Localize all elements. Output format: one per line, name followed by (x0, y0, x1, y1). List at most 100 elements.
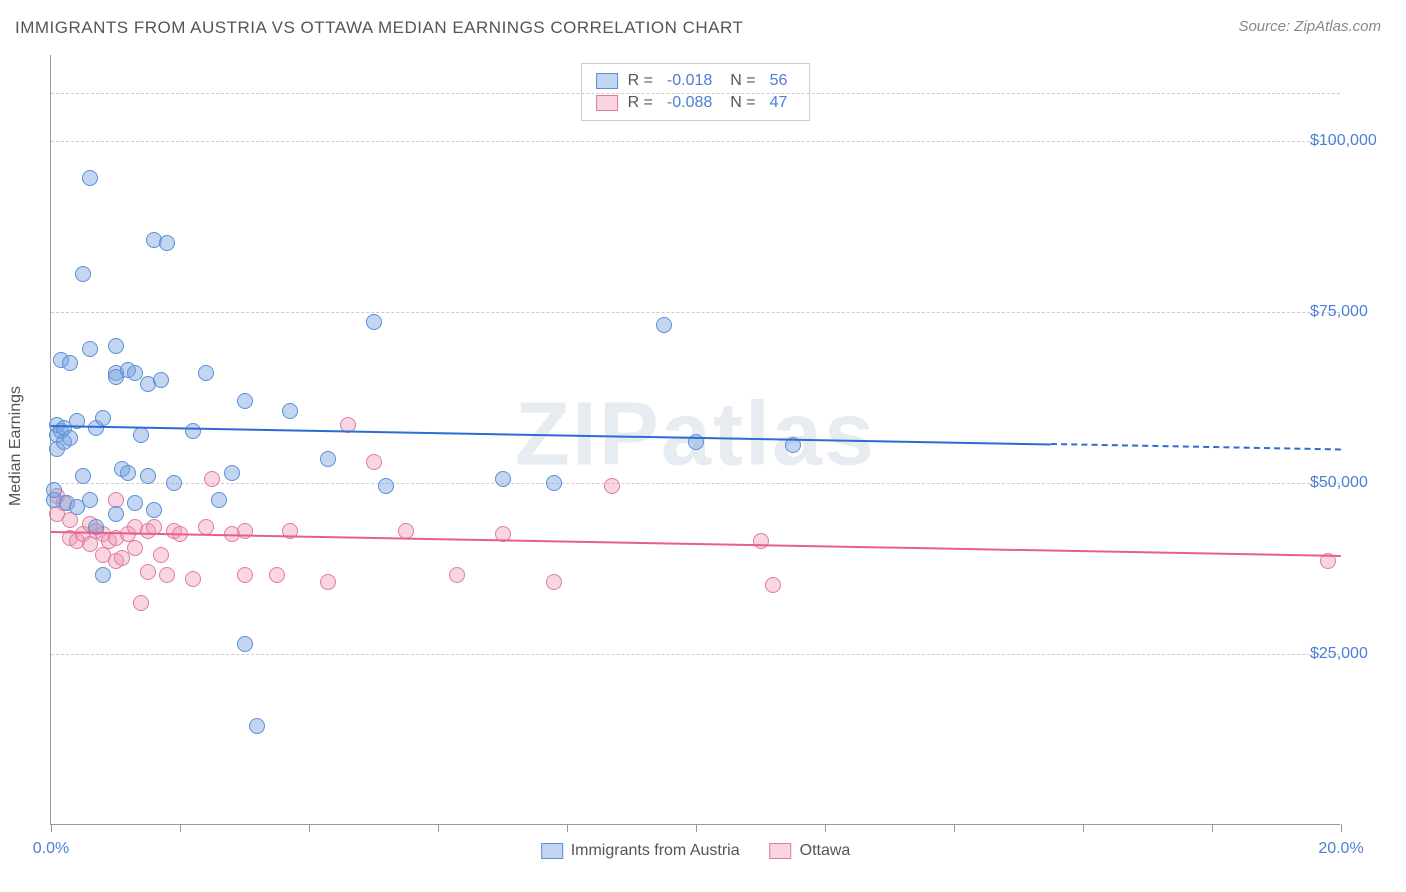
scatter-point (159, 567, 175, 583)
scatter-point (320, 451, 336, 467)
legend-r-value: -0.018 (667, 72, 712, 90)
y-tick-label: $75,000 (1310, 303, 1400, 321)
scatter-point (82, 492, 98, 508)
scatter-point (108, 338, 124, 354)
legend-swatch (596, 73, 618, 89)
legend-swatch (596, 95, 618, 111)
y-tick-label: $50,000 (1310, 474, 1400, 492)
legend-r-value: -0.088 (667, 94, 712, 112)
legend-r-label: R = (628, 94, 653, 112)
scatter-point (237, 393, 253, 409)
legend-label: Immigrants from Austria (571, 842, 740, 860)
scatter-point (656, 317, 672, 333)
scatter-point (224, 465, 240, 481)
scatter-point (127, 540, 143, 556)
scatter-point (95, 410, 111, 426)
x-tick (1341, 824, 1342, 832)
y-tick-label: $100,000 (1310, 132, 1400, 150)
scatter-point (366, 314, 382, 330)
scatter-point (127, 495, 143, 511)
legend-label: Ottawa (800, 842, 851, 860)
scatter-point (320, 574, 336, 590)
scatter-point (108, 506, 124, 522)
scatter-point (95, 567, 111, 583)
x-tick-label: 20.0% (1318, 840, 1363, 858)
scatter-point (269, 567, 285, 583)
scatter-point (449, 567, 465, 583)
scatter-point (46, 482, 62, 498)
scatter-point (75, 266, 91, 282)
gridline (51, 483, 1340, 484)
scatter-point (133, 595, 149, 611)
legend-n-value: 56 (770, 72, 788, 90)
scatter-point (153, 372, 169, 388)
legend-swatch (541, 843, 563, 859)
gridline (51, 141, 1340, 142)
scatter-point (546, 574, 562, 590)
scatter-point (120, 465, 136, 481)
legend-n-label: N = (730, 72, 755, 90)
x-tick (51, 824, 52, 832)
chart-title: IMMIGRANTS FROM AUSTRIA VS OTTAWA MEDIAN… (15, 18, 743, 38)
scatter-point (211, 492, 227, 508)
source-attribution: Source: ZipAtlas.com (1238, 18, 1381, 35)
x-tick (438, 824, 439, 832)
legend-row: R = -0.088 N = 47 (596, 92, 796, 114)
scatter-point (185, 423, 201, 439)
x-tick (1083, 824, 1084, 832)
scatter-point (159, 235, 175, 251)
scatter-point (495, 471, 511, 487)
scatter-point (82, 170, 98, 186)
y-axis-label: Median Earnings (7, 386, 25, 506)
scatter-point (398, 523, 414, 539)
scatter-point (237, 567, 253, 583)
plot-area: ZIPatlas R =-0.018N =56R =-0.088N =47 Im… (50, 55, 1340, 825)
scatter-point (62, 430, 78, 446)
scatter-point (62, 355, 78, 371)
scatter-point (82, 341, 98, 357)
x-tick (180, 824, 181, 832)
scatter-point (282, 403, 298, 419)
trend-line (1051, 443, 1341, 450)
scatter-point (166, 475, 182, 491)
scatter-point (546, 475, 562, 491)
legend-n-value: 47 (770, 94, 788, 112)
x-tick-label: 0.0% (33, 840, 69, 858)
scatter-point (366, 454, 382, 470)
scatter-point (198, 365, 214, 381)
scatter-point (753, 533, 769, 549)
scatter-point (146, 502, 162, 518)
scatter-point (75, 468, 91, 484)
scatter-point (237, 636, 253, 652)
series-legend: Immigrants from Austria Ottawa (541, 842, 851, 860)
trend-line (51, 425, 1051, 445)
x-tick (309, 824, 310, 832)
y-tick-label: $25,000 (1310, 645, 1400, 663)
trend-line (51, 531, 1341, 557)
x-tick (954, 824, 955, 832)
chart-container: IMMIGRANTS FROM AUSTRIA VS OTTAWA MEDIAN… (0, 0, 1406, 892)
scatter-point (133, 427, 149, 443)
scatter-point (765, 577, 781, 593)
legend-item: Immigrants from Austria (541, 842, 740, 860)
legend-swatch (770, 843, 792, 859)
gridline (51, 93, 1340, 94)
scatter-point (62, 512, 78, 528)
scatter-point (604, 478, 620, 494)
scatter-point (249, 718, 265, 734)
x-tick (1212, 824, 1213, 832)
scatter-point (185, 571, 201, 587)
legend-n-label: N = (730, 94, 755, 112)
x-tick (825, 824, 826, 832)
scatter-point (204, 471, 220, 487)
gridline (51, 654, 1340, 655)
legend-r-label: R = (628, 72, 653, 90)
x-tick (696, 824, 697, 832)
scatter-point (140, 468, 156, 484)
scatter-point (140, 564, 156, 580)
legend-item: Ottawa (770, 842, 851, 860)
gridline (51, 312, 1340, 313)
x-tick (567, 824, 568, 832)
legend-row: R = -0.018 N = 56 (596, 70, 796, 92)
scatter-point (153, 547, 169, 563)
